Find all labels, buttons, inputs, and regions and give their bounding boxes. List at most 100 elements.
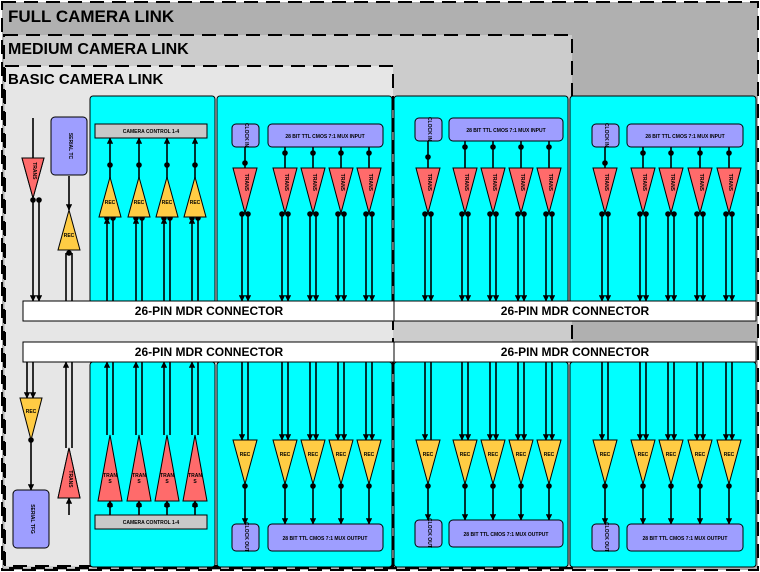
medium-top-clock-trans: TRANS	[415, 167, 441, 215]
basic-top-data-dot-2	[338, 150, 344, 156]
full-top-trans-0-shape	[630, 167, 656, 215]
clock-in-label-medium: CLOCK IN	[426, 117, 432, 142]
basic-bottom-rec-3-shape	[356, 439, 382, 486]
medium-bottom-clock-rec-shape	[415, 439, 441, 486]
full-top-trans-0-label: TRANS	[641, 174, 647, 192]
medium-top-trans-2: TRANS	[508, 167, 534, 215]
medium-top-clock-dot	[425, 154, 431, 160]
medium-top-trans-0: TRANS	[452, 167, 478, 215]
clock-out-label-medium: CLOCK OUT	[426, 518, 432, 548]
dot-cc-bottom-1	[136, 502, 142, 508]
full-top-trans-2-shape	[687, 167, 713, 215]
dot-cc-bottom-0	[107, 502, 113, 508]
full-bottom-rec-2: REC	[687, 439, 713, 486]
basic-bottom-clock-rec-shape	[232, 439, 258, 486]
medium-top-clock-trans-shape	[415, 167, 441, 215]
medium-top-data-dot-0	[462, 144, 468, 150]
dot-cc-top-0	[107, 162, 113, 168]
basic-top-trans-1-shape	[300, 167, 326, 215]
basic-top-clock-dot	[242, 160, 248, 166]
tran-cc-bottom-2-label: TRAN	[160, 473, 174, 479]
basic-bottom-rec-3: REC	[356, 439, 382, 486]
basic-top-trans-2: TRANS	[328, 167, 354, 215]
mux-output-chip-medium	[448, 519, 564, 548]
medium-bottom-rec-3: REC	[536, 439, 562, 486]
dot-cc-bottom-3	[192, 502, 198, 508]
dot-serial-tc	[66, 250, 72, 256]
rec-cc-top-1-shape	[127, 175, 151, 218]
trans-serial-top-text-label: TRANS	[31, 162, 37, 180]
signal-lines	[23, 118, 736, 525]
full-top-data-dot-0	[640, 150, 646, 156]
medium-bottom-rec-3-label: REC	[544, 452, 555, 458]
medium-bottom-rec-2-shape	[508, 439, 534, 486]
medium-top-trans-1-shape	[480, 167, 506, 215]
basic-top-clock-trans: TRANS	[232, 167, 258, 215]
tran-cc-bottom-1: TRANS	[126, 434, 152, 502]
full-bottom-rec-3-label: REC	[724, 452, 735, 458]
rec-cc-top-2-shape	[155, 175, 179, 218]
clock-in-label-basic: CLOCK IN	[243, 123, 249, 148]
basic-top-trans-3-shape	[356, 167, 382, 215]
dot-cc-top-1	[136, 162, 142, 168]
medium-bottom-rec-0: REC	[452, 439, 478, 486]
basic-bottom-rec-2: REC	[328, 439, 354, 486]
medium-top-data-dot-2	[518, 144, 524, 150]
basic-bottom-rec-1-shape	[300, 439, 326, 486]
full-bottom-rec-0: REC	[630, 439, 656, 486]
trans-serial-bottom-text-shape	[57, 447, 81, 499]
rec-cc-top-1-label: REC	[134, 200, 145, 206]
full-bottom-rec-3: REC	[716, 439, 742, 486]
basic-top-data-dot-1	[310, 150, 316, 156]
full-top-trans-1-label: TRANS	[669, 174, 675, 192]
serial-tc-chip	[50, 116, 88, 176]
full-bottom-rec-1-shape	[658, 439, 684, 486]
basic-bottom-rec-3-label: REC	[364, 452, 375, 458]
clock-out-label-full: CLOCK OUT	[603, 522, 609, 552]
medium-top-trans-2-label: TRANS	[519, 174, 525, 192]
full-bottom-clock-rec-shape	[592, 439, 618, 486]
medium-top-trans-3-shape	[536, 167, 562, 215]
dot-cc-bottom-2	[164, 502, 170, 508]
tran-cc-bottom-1-label: TRAN	[132, 473, 146, 479]
rec-cc-top-0: REC	[98, 175, 122, 218]
connector-bar-bottom-right	[393, 341, 757, 363]
basic-top-data-dot-3	[366, 150, 372, 156]
full-bottom-rec-0-label: REC	[638, 452, 649, 458]
connector-label-bottom-left: 26-PIN MDR CONNECTOR	[135, 345, 284, 359]
basic-bottom-rec-1: REC	[300, 439, 326, 486]
full-top-clock-trans-label: TRANS	[603, 174, 609, 192]
medium-top-trans-1-label: TRANS	[491, 174, 497, 192]
tran-cc-bottom-0-label: S	[108, 479, 112, 485]
rec-serial-bottom-label: REC	[26, 409, 37, 415]
full-top-clock-trans: TRANS	[592, 167, 618, 215]
medium-bottom-rec-3-shape	[536, 439, 562, 486]
tran-cc-bottom-1-shape	[126, 434, 152, 502]
medium-top-trans-3: TRANS	[536, 167, 562, 215]
medium-top-clock-trans-label: TRANS	[426, 174, 432, 192]
mux-input-chip-full	[626, 123, 744, 148]
medium-top-data-dot-3	[546, 144, 552, 150]
basic-camera-link-title: BASIC CAMERA LINK	[8, 71, 163, 88]
rec-cc-top-0-label: REC	[105, 200, 116, 206]
full-bottom-rec-3-shape	[716, 439, 742, 486]
basic-top-trans-0-label: TRANS	[283, 174, 289, 192]
tran-cc-bottom-2-shape	[154, 434, 180, 502]
mux-input-label-basic: 28 BIT TTL CMOS 7:1 MUX INPUT	[285, 134, 364, 140]
trans-serial-bottom-text-label: TRANS	[67, 470, 73, 488]
basic-top-trans-3: TRANS	[356, 167, 382, 215]
medium-top-data-dot-1	[490, 144, 496, 150]
full-bottom-rec-2-shape	[687, 439, 713, 486]
mux-input-label-full: 28 BIT TTL CMOS 7:1 MUX INPUT	[645, 134, 724, 140]
rec-serial-bottom: REC	[19, 397, 43, 442]
full-bottom-clock-rec-label: REC	[600, 452, 611, 458]
full-top-data-dot-2	[697, 150, 703, 156]
dot-cc-top-3	[192, 162, 198, 168]
full-top-data-dot-1	[668, 150, 674, 156]
basic-top-trans-1-label: TRANS	[311, 174, 317, 192]
full-top-trans-0: TRANS	[630, 167, 656, 215]
full-bottom-clock-rec: REC	[592, 439, 618, 486]
basic-bottom-rec-1-label: REC	[308, 452, 319, 458]
medium-bottom-rec-0-label: REC	[460, 452, 471, 458]
